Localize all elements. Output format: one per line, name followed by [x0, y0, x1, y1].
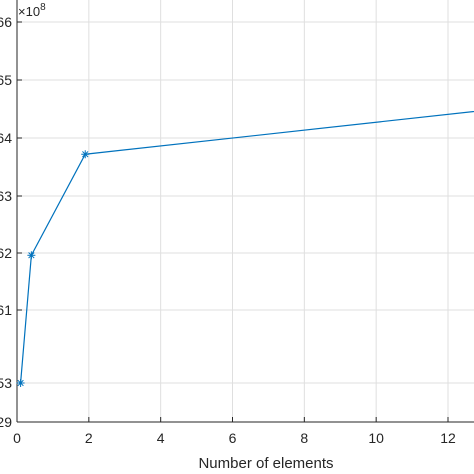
data-point-marker [81, 150, 90, 159]
y-tick-label: 63 [0, 188, 12, 204]
data-point-marker [16, 379, 25, 387]
exponent-base: ×10 [18, 4, 40, 19]
x-tick-label: 2 [85, 430, 93, 446]
y-tick-label: 61 [0, 302, 12, 318]
x-tick-labels: 0 2 4 6 8 10 12 [13, 430, 456, 446]
x-tick-label: 6 [229, 430, 237, 446]
series-line [19, 110, 474, 384]
x-tick-label: 10 [368, 430, 384, 446]
x-tick-label: 4 [157, 430, 165, 446]
y-tick-label: 66 [0, 14, 12, 30]
x-tick-label: 8 [300, 430, 308, 446]
y-tick-label: 29 [0, 414, 12, 430]
exponent-label: ×108 [18, 2, 46, 19]
exponent-power: 8 [40, 2, 46, 13]
data-point-marker [27, 251, 36, 260]
series-group [16, 110, 474, 387]
grid-lines [17, 0, 474, 422]
y-tick-label: 62 [0, 245, 12, 261]
x-axis-label: Number of elements [198, 455, 333, 472]
tick-marks [16, 21, 449, 423]
x-tick-label: 0 [13, 430, 21, 446]
y-tick-label: 64 [0, 130, 12, 146]
y-tick-label: 65 [0, 72, 12, 88]
y-tick-label: 53 [0, 375, 12, 391]
y-tick-labels: 29 53 61 62 63 64 65 66 [0, 14, 12, 430]
x-tick-label: 12 [440, 430, 456, 446]
axes [16, 0, 474, 423]
